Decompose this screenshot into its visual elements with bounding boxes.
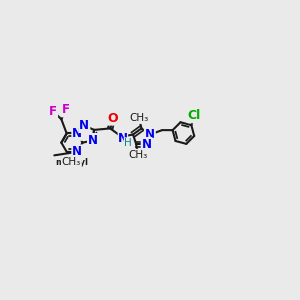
Text: N: N [72,145,82,158]
Text: N: N [145,128,155,141]
Text: CH₃: CH₃ [130,113,149,123]
Text: N: N [142,138,152,151]
Text: methyl: methyl [55,158,88,166]
Text: H: H [124,138,132,148]
Text: N: N [118,132,128,145]
Text: N: N [80,119,89,132]
Text: F: F [49,105,57,118]
Text: Cl: Cl [188,109,201,122]
Text: F: F [62,103,70,116]
Text: CH₃: CH₃ [128,150,147,160]
Text: N: N [88,134,98,147]
Text: CH₃: CH₃ [62,157,81,167]
Text: N: N [72,127,82,140]
Text: O: O [107,112,118,124]
